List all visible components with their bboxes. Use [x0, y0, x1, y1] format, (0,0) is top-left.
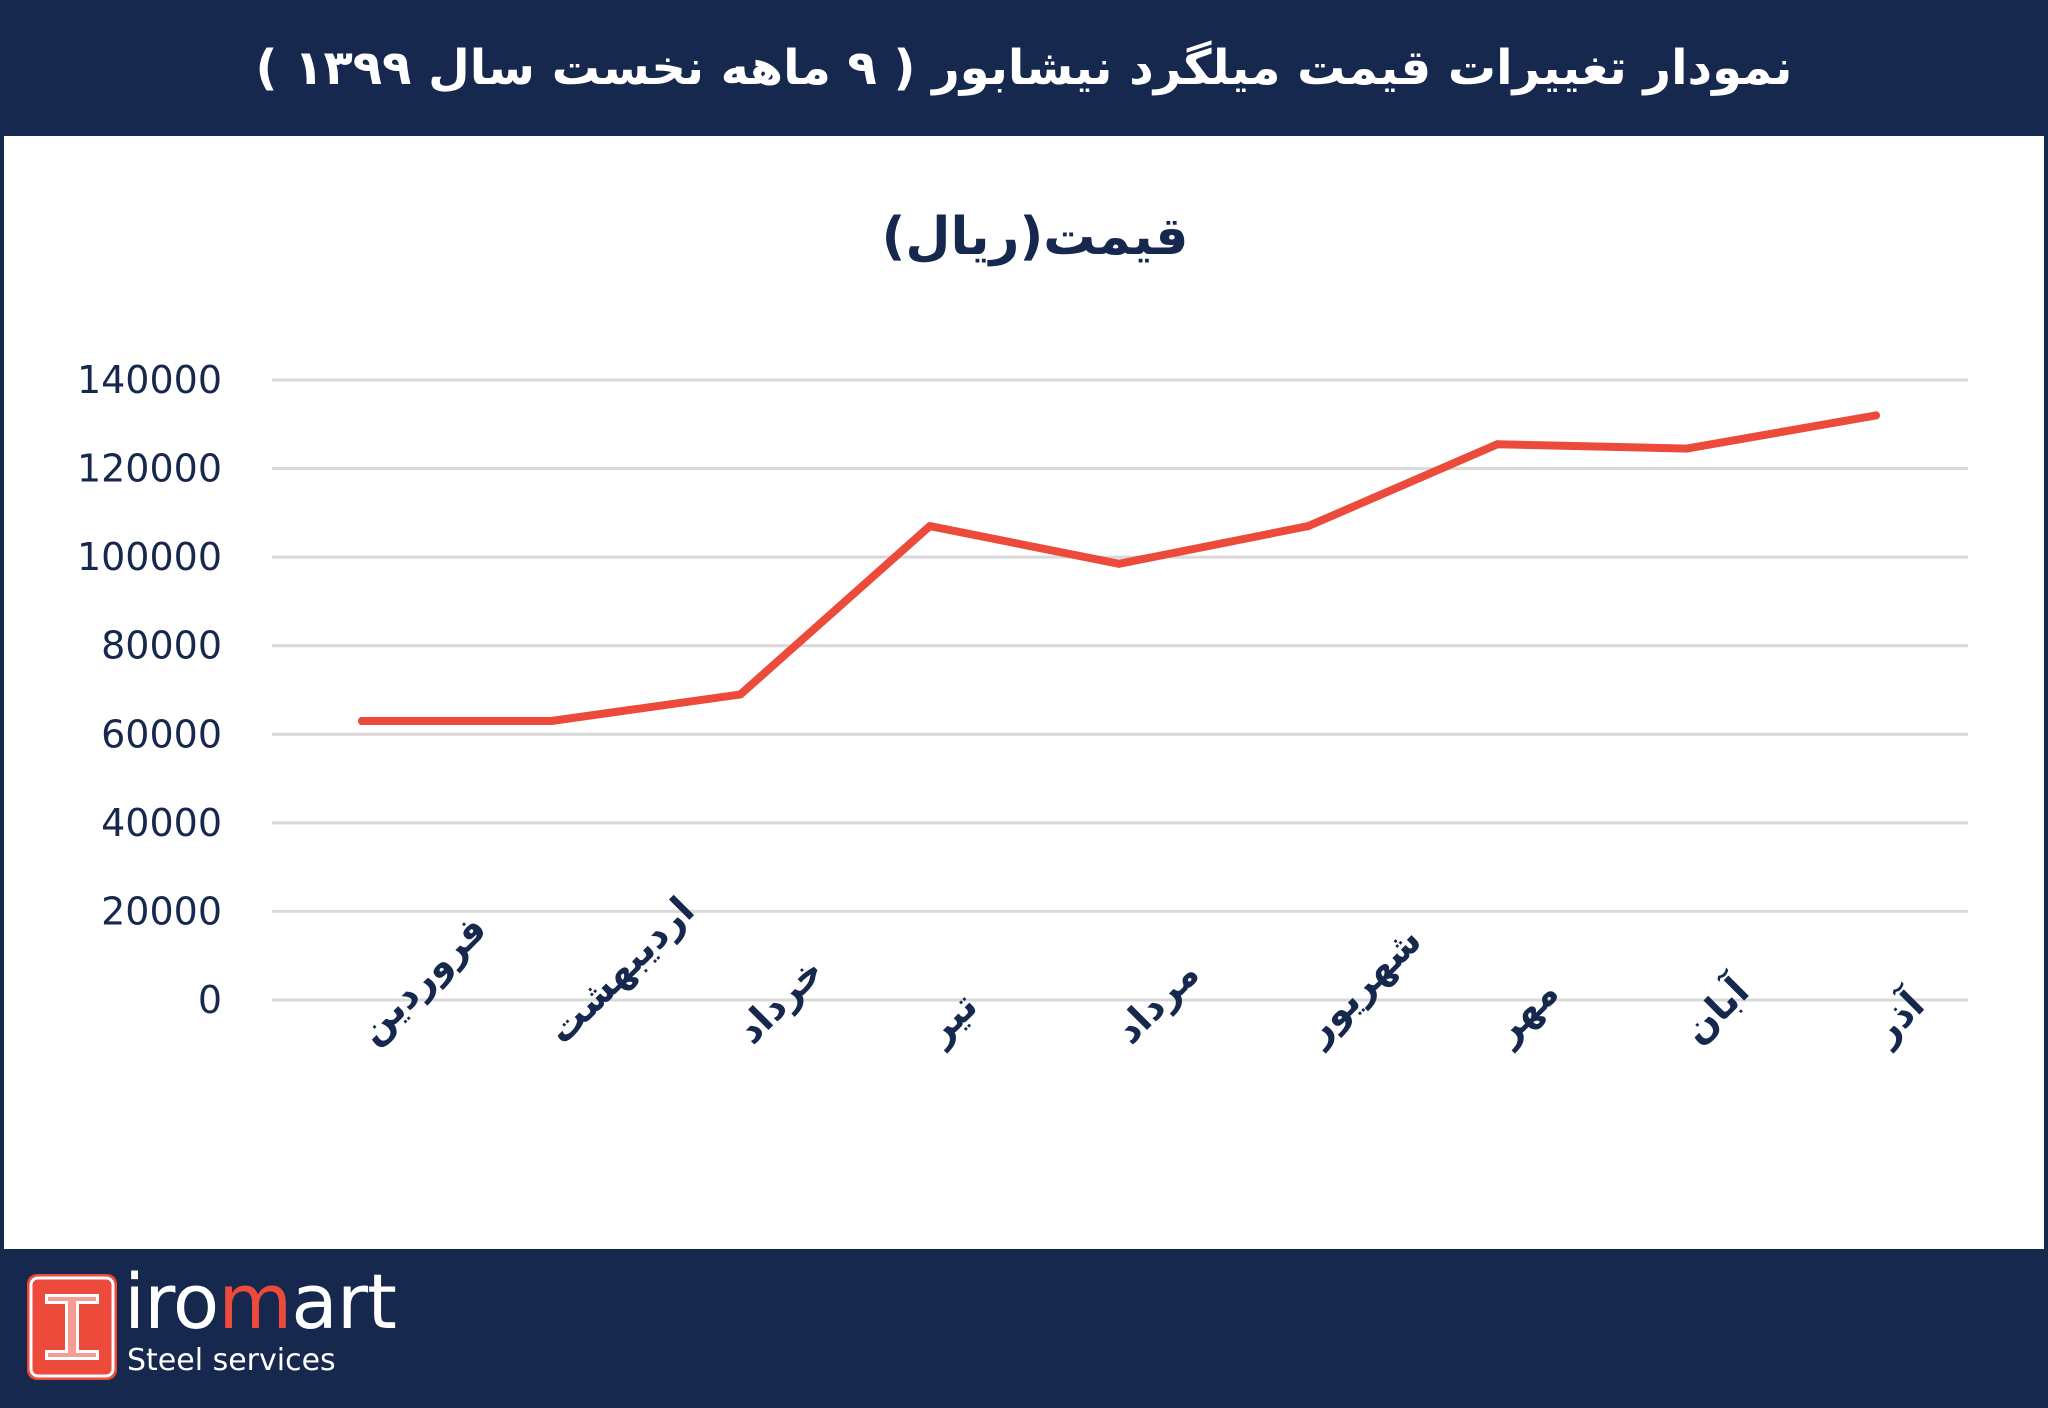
brand-wordmark: iromart [124, 1257, 397, 1346]
y-tick-label: 60000 [101, 712, 222, 756]
y-tick-label: 40000 [101, 801, 222, 845]
x-tick-label: مرداد [1106, 951, 1207, 1052]
x-tick-label: تیر [916, 983, 986, 1053]
y-tick-label: 140000 [77, 358, 222, 402]
x-tick-label: آبان [1673, 967, 1759, 1053]
data-point [547, 717, 556, 725]
brand-suffix: art [291, 1257, 397, 1346]
series-line [358, 411, 1880, 725]
chart-panel: قیمت(ریال) 0 20000 40000 60000 80000 100000 12… [4, 136, 2044, 1249]
brand-accent-letter: m [218, 1257, 292, 1346]
header-bar: نمودار تغییرات قیمت میلگرد نیشابور ( ۹ م… [0, 0, 2048, 136]
x-tick-label: مهر [1483, 970, 1567, 1054]
y-tick-label: 20000 [101, 889, 222, 933]
i-beam-icon [27, 1274, 117, 1380]
x-tick-label: فروردین [349, 907, 495, 1053]
y-tick-label: 120000 [77, 447, 222, 491]
data-point [925, 522, 934, 531]
y-tick-label: 100000 [77, 535, 222, 579]
data-point [358, 717, 366, 725]
data-point [1493, 440, 1502, 449]
line-chart: قیمت(ریال) 0 20000 40000 60000 80000 100000 12… [77, 207, 1968, 1054]
brand-prefix: iro [124, 1257, 219, 1346]
grid-lines [272, 378, 1968, 1002]
page-title: نمودار تغییرات قیمت میلگرد نیشابور ( ۹ م… [255, 40, 1793, 96]
y-tick-label: 80000 [101, 624, 222, 668]
y-tick-label: 0 [198, 978, 222, 1022]
brand-logo[interactable]: iromart Steel services [26, 1257, 426, 1386]
data-point [1115, 559, 1123, 568]
brand-tagline: Steel services [127, 1343, 336, 1378]
data-point [1304, 522, 1313, 531]
x-axis-tick-labels: فروردین اردیبهشت خرداد تیر مرداد شهریور مهر آبا… [349, 888, 1933, 1054]
data-point [736, 690, 745, 699]
footer-bar: iromart Steel services [0, 1249, 2048, 1408]
x-tick-label: شهریور [1294, 918, 1430, 1054]
series-layer [358, 411, 1880, 725]
data-point [1682, 444, 1691, 453]
y-axis-tick-labels: 0 20000 40000 60000 80000 100000 120000 140000 [77, 358, 222, 1022]
data-point [1872, 411, 1880, 420]
chart-title: قیمت(ریال) [882, 207, 1189, 267]
x-tick-label: آذر [1860, 981, 1933, 1054]
